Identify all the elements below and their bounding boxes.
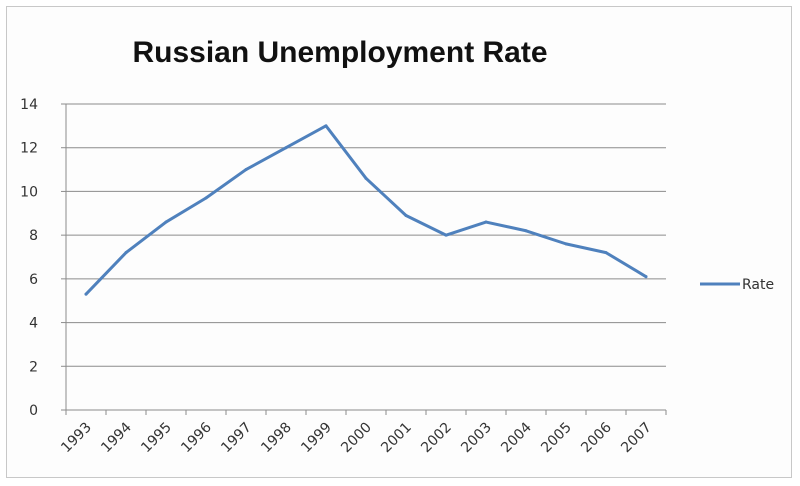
x-tick-label: 1994	[98, 419, 135, 456]
x-tick-label: 1995	[138, 420, 175, 457]
data-point	[124, 251, 128, 255]
y-tick-label: 14	[20, 97, 38, 113]
x-tick-label: 2005	[538, 420, 575, 457]
legend: Rate	[700, 277, 774, 293]
x-tick-label: 2004	[498, 419, 535, 456]
data-point	[524, 229, 528, 233]
y-tick-label: 10	[20, 184, 38, 200]
data-point	[284, 146, 288, 150]
data-point	[364, 176, 368, 180]
data-point	[244, 168, 248, 172]
data-point	[644, 275, 648, 279]
x-tick-label: 2006	[578, 419, 615, 456]
x-tick-label: 2002	[418, 420, 455, 457]
series-line	[84, 124, 648, 296]
legend-label: Rate	[742, 277, 774, 293]
data-point	[204, 196, 208, 200]
data-point	[164, 220, 168, 224]
y-axis-ticks: 0 2 4 6 8 10 12 14	[20, 97, 66, 419]
y-tick-label: 8	[29, 228, 38, 244]
y-tick-label: 0	[29, 403, 38, 419]
chart-title: Russian Unemployment Rate	[132, 36, 548, 69]
y-tick-label: 2	[29, 359, 38, 375]
axes	[65, 104, 666, 411]
x-tick-label: 1998	[258, 420, 295, 457]
series-layer	[84, 124, 648, 296]
x-tick-label: 1999	[298, 420, 335, 457]
chart-frame	[6, 6, 792, 478]
data-point	[404, 213, 408, 217]
x-tick-label: 2007	[618, 420, 655, 457]
data-point	[444, 233, 448, 237]
x-tick-label: 2003	[458, 420, 495, 457]
data-point	[564, 242, 568, 246]
data-point	[324, 124, 328, 128]
data-point	[484, 220, 488, 224]
x-tick-label: 1997	[218, 420, 255, 457]
gridlines	[66, 103, 666, 367]
y-tick-label: 4	[29, 316, 38, 332]
x-tick-label: 2000	[338, 420, 375, 457]
y-tick-label: 6	[29, 272, 38, 288]
x-tick-label: 1996	[178, 419, 215, 456]
x-tick-label: 1993	[58, 420, 95, 457]
x-tick-label: 2001	[378, 420, 415, 457]
data-point	[604, 251, 608, 255]
data-point	[84, 292, 88, 296]
x-axis-ticks: 1993 1994 1995 1996 1997 1998 1999 2000 2001 2002…	[58, 410, 667, 457]
y-tick-label: 12	[20, 141, 38, 157]
